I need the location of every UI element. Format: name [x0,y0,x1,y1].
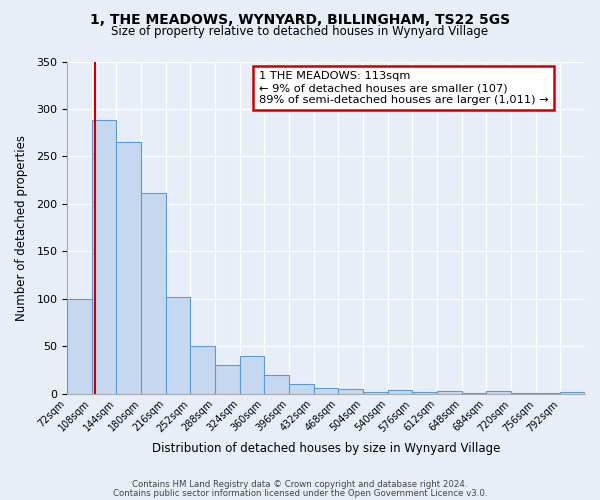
Bar [412,392,437,394]
Bar [462,393,487,394]
Bar [437,391,462,394]
Bar [560,392,585,394]
Bar [536,393,560,394]
Bar [190,346,215,394]
Bar [215,366,240,394]
Bar [141,192,166,394]
Text: Size of property relative to detached houses in Wynyard Village: Size of property relative to detached ho… [112,25,488,38]
Bar [487,391,511,394]
Bar [363,392,388,394]
Text: Contains HM Land Registry data © Crown copyright and database right 2024.: Contains HM Land Registry data © Crown c… [132,480,468,489]
Bar [166,297,190,394]
Bar [338,389,363,394]
Bar [388,390,412,394]
Bar [240,356,265,394]
Y-axis label: Number of detached properties: Number of detached properties [15,134,28,320]
Text: 1, THE MEADOWS, WYNYARD, BILLINGHAM, TS22 5GS: 1, THE MEADOWS, WYNYARD, BILLINGHAM, TS2… [90,12,510,26]
Text: 1 THE MEADOWS: 113sqm
← 9% of detached houses are smaller (107)
89% of semi-deta: 1 THE MEADOWS: 113sqm ← 9% of detached h… [259,72,548,104]
Bar [314,388,338,394]
Bar [116,142,141,394]
Bar [67,299,92,394]
Text: Contains public sector information licensed under the Open Government Licence v3: Contains public sector information licen… [113,488,487,498]
Bar [289,384,314,394]
X-axis label: Distribution of detached houses by size in Wynyard Village: Distribution of detached houses by size … [152,442,500,455]
Bar [511,393,536,394]
Bar [265,375,289,394]
Bar [92,120,116,394]
